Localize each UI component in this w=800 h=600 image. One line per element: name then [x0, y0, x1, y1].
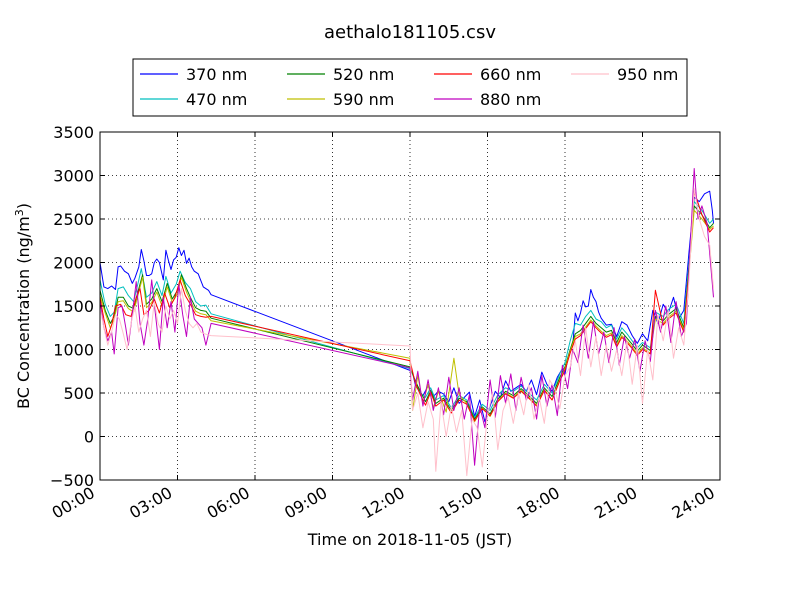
series-line-520-nm: [99, 205, 714, 420]
x-axis-label: Time on 2018-11-05 (JST): [307, 530, 512, 549]
y-tick-label: 3500: [53, 123, 94, 142]
legend-label: 590 nm: [333, 90, 394, 109]
y-axis-label-superscript: 3: [13, 209, 26, 216]
series-line-950-nm: [99, 188, 714, 477]
y-tick-label: 1500: [53, 297, 94, 316]
y-tick-label: 2500: [53, 210, 94, 229]
legend-label: 880 nm: [480, 90, 541, 109]
y-tick-label: −500: [50, 471, 94, 490]
y-tick-label: 1000: [53, 341, 94, 360]
y-axis-label-end: ): [14, 203, 33, 209]
y-tick-label: 0: [84, 428, 94, 447]
legend-label: 520 nm: [333, 65, 394, 84]
y-axis-label: BC Concentration (ng/m3): [13, 203, 33, 409]
plot-lines: [99, 168, 714, 477]
y-tick-label: 500: [63, 384, 94, 403]
legend-label: 950 nm: [617, 65, 678, 84]
legend-label: 370 nm: [186, 65, 247, 84]
series-line-370-nm: [99, 190, 714, 423]
y-tick-label: 2000: [53, 254, 94, 273]
chart-title: aethalo181105.csv: [324, 22, 496, 43]
legend: 370 nm 470 nm 520 nm 590 nm 660 nm 880 nm 950 …: [132, 58, 688, 117]
y-tick-label: 3000: [53, 167, 94, 186]
legend-label: 470 nm: [186, 90, 247, 109]
legend-box: [132, 58, 688, 117]
legend-label: 660 nm: [480, 65, 541, 84]
y-axis-label-main: BC Concentration (ng/m: [14, 216, 33, 409]
